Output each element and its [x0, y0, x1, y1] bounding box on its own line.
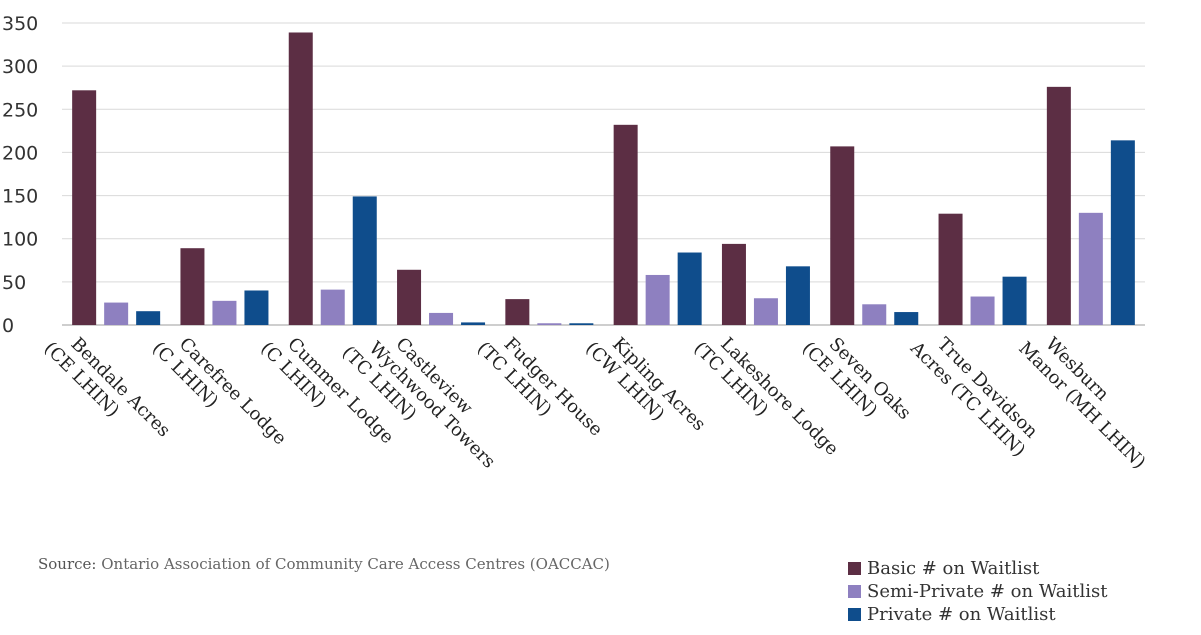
bar-semi-private — [320, 289, 345, 325]
bar-private — [677, 252, 702, 325]
legend: Basic # on Waitlist Semi-Private # on Wa… — [848, 557, 1107, 626]
y-axis-ticks: 0 50 100 150 200 250 300 350 — [2, 13, 38, 337]
bar-basic — [72, 90, 97, 325]
legend-item-basic: Basic # on Waitlist — [848, 557, 1107, 580]
bar-semi-private — [862, 304, 887, 325]
legend-label-private: Private # on Waitlist — [867, 604, 1056, 625]
y-tick-label: 300 — [2, 56, 38, 78]
y-tick-label: 350 — [2, 13, 38, 35]
legend-item-semi-private: Semi-Private # on Waitlist — [848, 580, 1107, 603]
bar-private — [136, 311, 161, 325]
legend-item-private: Private # on Waitlist — [848, 603, 1107, 626]
bar-semi-private — [970, 296, 995, 325]
bar-semi-private — [645, 274, 670, 325]
x-axis-labels: Bendale Acres(CE LHIN) Carefree Lodge(C L… — [40, 322, 1165, 474]
source-text: Ontario Association of Community Care Ac… — [96, 555, 610, 573]
y-tick-label: 150 — [2, 186, 38, 208]
bar-basic — [938, 213, 963, 325]
legend-label-basic: Basic # on Waitlist — [867, 558, 1040, 579]
bar-basic — [180, 248, 205, 325]
bar-basic — [397, 269, 422, 325]
y-tick-label: 200 — [2, 142, 38, 164]
bar-basic — [830, 146, 855, 325]
gridlines — [62, 22, 1145, 326]
x-tick-label: Fudger House(TC LHIN) — [473, 322, 607, 456]
bar-private — [352, 196, 377, 325]
bar-basic — [1046, 86, 1071, 325]
legend-swatch-semi-private — [848, 585, 861, 598]
source-note: Source: Ontario Association of Community… — [38, 555, 610, 573]
bar-basic — [288, 32, 313, 326]
bar-basic — [505, 299, 530, 325]
bar-private — [244, 290, 269, 325]
bar-private — [894, 312, 919, 325]
source-prefix: Source: — [38, 555, 97, 573]
bar-basic — [613, 124, 638, 326]
bar-private — [785, 266, 810, 325]
bar-private — [1002, 276, 1027, 325]
y-tick-label: 50 — [2, 272, 26, 294]
x-tick-label: WesburnManor (MH LHIN) — [1014, 322, 1165, 473]
bar-basic — [721, 243, 746, 325]
bar-private — [569, 323, 594, 325]
bars — [72, 32, 1135, 326]
bar-semi-private — [429, 312, 454, 325]
y-tick-label: 250 — [2, 99, 38, 121]
legend-swatch-basic — [848, 562, 861, 575]
bar-private — [1110, 140, 1135, 325]
bar-semi-private — [1078, 212, 1103, 325]
y-tick-label: 100 — [2, 229, 38, 251]
bar-semi-private — [537, 323, 562, 325]
bar-semi-private — [104, 302, 129, 325]
y-tick-label: 0 — [2, 315, 14, 337]
x-tick-label: Bendale Acres(CE LHIN) — [40, 322, 175, 457]
bar-private — [461, 322, 486, 325]
bar-semi-private — [212, 300, 237, 325]
legend-label-semi-private: Semi-Private # on Waitlist — [867, 581, 1108, 602]
bar-semi-private — [753, 298, 778, 325]
legend-swatch-private — [848, 608, 861, 621]
